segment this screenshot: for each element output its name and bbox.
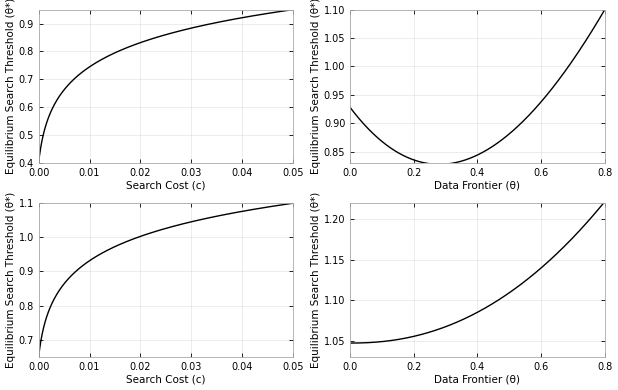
X-axis label: Data Frontier (θ): Data Frontier (θ) [434, 374, 520, 385]
Y-axis label: Equilibrium Search Threshold (θ*): Equilibrium Search Threshold (θ*) [6, 0, 15, 174]
Y-axis label: Equilibrium Search Threshold (θ*): Equilibrium Search Threshold (θ*) [6, 192, 15, 368]
Y-axis label: Equilibrium Search Threshold (θ*): Equilibrium Search Threshold (θ*) [311, 0, 321, 174]
Y-axis label: Equilibrium Search Threshold (θ*): Equilibrium Search Threshold (θ*) [311, 192, 321, 368]
X-axis label: Search Cost (c): Search Cost (c) [126, 181, 206, 191]
X-axis label: Search Cost (c): Search Cost (c) [126, 374, 206, 385]
X-axis label: Data Frontier (θ): Data Frontier (θ) [434, 181, 520, 191]
